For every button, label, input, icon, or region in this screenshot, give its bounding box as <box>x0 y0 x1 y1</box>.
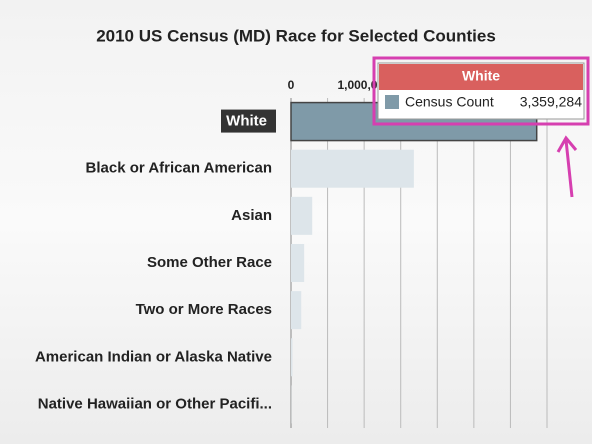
bar <box>291 149 414 188</box>
annotation-arrow <box>556 135 578 198</box>
tooltip-series: Census Count <box>405 94 494 110</box>
y-tick-label: Native Hawaiian or Other Pacifi... <box>38 395 272 412</box>
y-tick-label: Some Other Race <box>147 254 272 271</box>
y-tick-label: Asian <box>231 207 272 224</box>
annotation-box <box>372 56 590 126</box>
chart-title: 2010 US Census (MD) Race for Selected Co… <box>96 26 496 45</box>
bar <box>291 244 305 282</box>
tooltip: White Census Count 3,359,284 <box>377 62 585 120</box>
bar <box>291 291 302 330</box>
tooltip-header <box>379 64 583 90</box>
tooltip-value: 3,359,284 <box>520 94 582 110</box>
x-tick-label: 0 <box>288 78 295 92</box>
y-tick-label: American Indian or Alaska Native <box>35 348 272 365</box>
tooltip-title: White <box>462 68 500 84</box>
y-tick-label: Two or More Races <box>136 301 272 318</box>
selected-label-bg <box>221 109 276 133</box>
y-tick-label: White <box>226 113 267 130</box>
bar <box>291 338 293 377</box>
tooltip-swatch <box>385 95 399 109</box>
y-tick-label: Black or African American <box>86 160 272 177</box>
bar <box>291 196 313 235</box>
